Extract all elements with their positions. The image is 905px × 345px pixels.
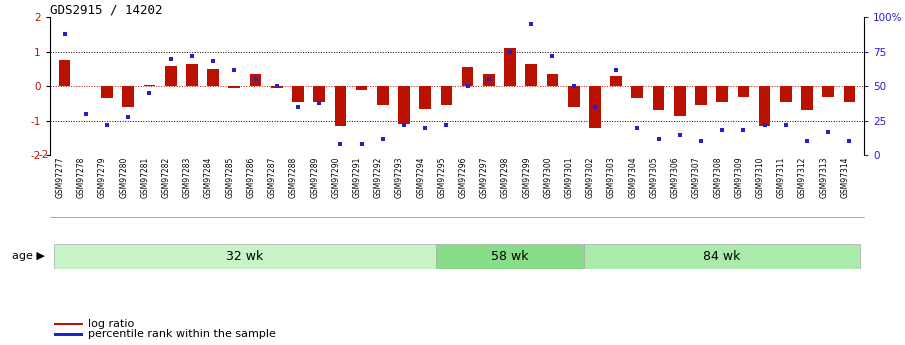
Text: GSM97282: GSM97282 — [162, 157, 171, 198]
Bar — [589, 86, 601, 128]
Text: GSM97290: GSM97290 — [331, 157, 340, 198]
Bar — [843, 86, 855, 102]
Text: GSM97312: GSM97312 — [798, 157, 807, 198]
Bar — [335, 86, 347, 126]
Bar — [398, 86, 410, 124]
Text: GSM97286: GSM97286 — [246, 157, 255, 198]
Text: GSM97310: GSM97310 — [756, 157, 765, 198]
Bar — [738, 86, 749, 97]
Bar — [54, 333, 83, 336]
Bar — [758, 86, 770, 126]
Text: GSM97305: GSM97305 — [650, 157, 659, 198]
Text: GSM97296: GSM97296 — [459, 157, 468, 198]
Bar — [228, 86, 240, 88]
Bar — [207, 69, 219, 86]
Text: GSM97288: GSM97288 — [289, 157, 298, 198]
Text: GSM97284: GSM97284 — [205, 157, 213, 198]
Bar — [695, 86, 707, 105]
Text: GSM97297: GSM97297 — [480, 157, 489, 198]
Text: GSM97299: GSM97299 — [522, 157, 531, 198]
Bar — [186, 64, 197, 86]
Bar — [313, 86, 325, 102]
Text: 58 wk: 58 wk — [491, 250, 529, 263]
Bar — [801, 86, 813, 110]
Text: GSM97304: GSM97304 — [628, 157, 637, 198]
Bar — [526, 64, 537, 86]
Text: 32 wk: 32 wk — [226, 250, 263, 263]
Text: GSM97295: GSM97295 — [437, 157, 446, 198]
Text: GSM97298: GSM97298 — [501, 157, 510, 198]
Text: -2: -2 — [39, 150, 50, 160]
Text: age ▶: age ▶ — [13, 251, 45, 261]
Bar — [292, 86, 304, 102]
Text: percentile rank within the sample: percentile rank within the sample — [88, 329, 276, 339]
Text: GSM97309: GSM97309 — [734, 157, 743, 198]
Bar — [462, 67, 473, 86]
Bar — [585, 244, 860, 268]
Bar — [436, 244, 585, 268]
Bar — [419, 86, 431, 109]
Text: GSM97285: GSM97285 — [225, 157, 234, 198]
Bar — [483, 74, 495, 86]
Text: GSM97277: GSM97277 — [55, 157, 64, 198]
Bar — [250, 74, 262, 86]
Bar — [504, 48, 516, 86]
Bar — [122, 86, 134, 107]
Bar — [377, 86, 388, 105]
Bar — [356, 86, 367, 90]
Text: GSM97311: GSM97311 — [776, 157, 786, 198]
Text: GSM97281: GSM97281 — [140, 157, 149, 198]
Text: GSM97301: GSM97301 — [565, 157, 574, 198]
Bar — [674, 86, 686, 116]
Text: GSM97306: GSM97306 — [671, 157, 680, 198]
Text: GSM97307: GSM97307 — [692, 157, 701, 198]
Bar — [632, 86, 643, 98]
Bar — [271, 86, 282, 88]
Bar — [441, 86, 452, 105]
Text: 84 wk: 84 wk — [703, 250, 741, 263]
Bar — [610, 76, 622, 86]
Text: GDS2915 / 14202: GDS2915 / 14202 — [50, 3, 162, 16]
Text: GSM97313: GSM97313 — [819, 157, 828, 198]
Text: GSM97280: GSM97280 — [119, 157, 129, 198]
Bar — [717, 86, 728, 102]
Text: GSM97283: GSM97283 — [183, 157, 192, 198]
Text: GSM97302: GSM97302 — [586, 157, 595, 198]
Bar — [653, 86, 664, 110]
Bar — [780, 86, 792, 102]
Text: GSM97303: GSM97303 — [607, 157, 616, 198]
Text: GSM97314: GSM97314 — [841, 157, 850, 198]
Bar — [823, 86, 834, 97]
Text: GSM97287: GSM97287 — [268, 157, 277, 198]
Text: GSM97300: GSM97300 — [544, 157, 552, 198]
Text: log ratio: log ratio — [88, 319, 134, 329]
Bar — [101, 86, 113, 98]
Text: GSM97291: GSM97291 — [353, 157, 362, 198]
Bar — [547, 74, 558, 86]
Bar — [59, 60, 71, 86]
Bar — [567, 86, 579, 107]
Bar — [54, 323, 83, 325]
Text: GSM97293: GSM97293 — [395, 157, 404, 198]
Text: GSM97278: GSM97278 — [77, 157, 86, 198]
Bar — [144, 85, 156, 86]
Bar — [165, 66, 176, 86]
Bar — [54, 244, 436, 268]
Text: GSM97279: GSM97279 — [98, 157, 107, 198]
Text: GSM97294: GSM97294 — [416, 157, 425, 198]
Text: GSM97289: GSM97289 — [310, 157, 319, 198]
Text: GSM97292: GSM97292 — [374, 157, 383, 198]
Text: GSM97308: GSM97308 — [713, 157, 722, 198]
